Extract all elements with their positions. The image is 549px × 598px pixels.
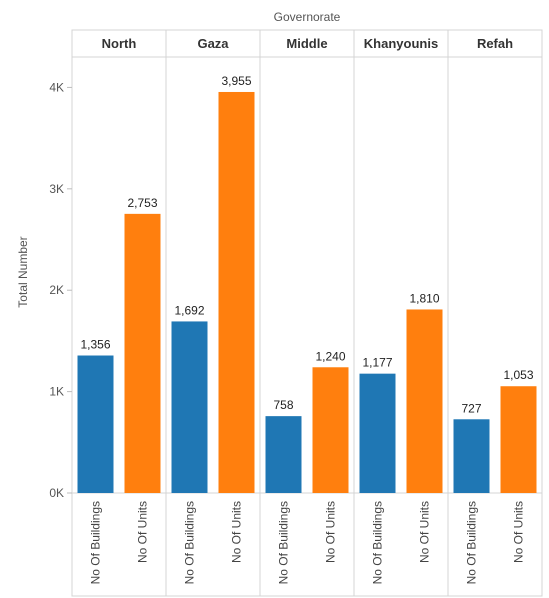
data-label: 1,240	[315, 349, 345, 363]
bar	[265, 416, 302, 493]
y-tick-label: 0K	[49, 486, 64, 500]
panel-refah: Refah 727 No Of Buildings 1,053 No Of Units	[447, 30, 537, 596]
y-tick-label: 1K	[49, 385, 64, 399]
y-tick-label: 3K	[49, 182, 64, 196]
x-category-label: No Of Units	[512, 501, 526, 563]
panel-header: Gaza	[197, 36, 229, 51]
bar	[171, 321, 208, 493]
x-category-label: No Of Buildings	[277, 501, 291, 584]
x-category-label: No Of Units	[324, 501, 338, 563]
x-category-label: No Of Buildings	[371, 501, 385, 584]
data-label: 1,356	[80, 338, 110, 352]
y-axis: 0K 1K 2K 3K 4K	[49, 80, 72, 500]
bar	[453, 419, 490, 493]
bar	[312, 367, 349, 493]
x-category-label: No Of Buildings	[465, 501, 479, 584]
data-label: 1,053	[503, 368, 533, 382]
x-category-label: No Of Units	[136, 501, 150, 563]
panels: North 1,356 No Of Buildings 2,753 No Of Unit…	[77, 30, 537, 596]
panel-header: Khanyounis	[364, 36, 438, 51]
panel-header: Middle	[286, 36, 327, 51]
bar	[77, 355, 114, 493]
data-label: 3,955	[221, 74, 251, 88]
data-label: 1,810	[409, 291, 439, 305]
panel-gaza: Gaza 1,692 No Of Buildings 3,955 No Of Units	[165, 30, 255, 596]
bar	[124, 213, 161, 493]
panel-khanyounis: Khanyounis 1,177 No Of Buildings 1,810 No Of…	[353, 30, 443, 596]
bar	[218, 91, 255, 494]
data-label: 758	[273, 398, 293, 412]
x-category-label: No Of Units	[418, 501, 432, 563]
panel-north: North 1,356 No Of Buildings 2,753 No Of Unit…	[77, 36, 161, 584]
panel-header: North	[102, 36, 137, 51]
y-tick-label: 4K	[49, 80, 64, 94]
column-header: Governorate	[274, 10, 341, 24]
panel-header: Refah	[477, 36, 513, 51]
x-category-label: No Of Units	[230, 501, 244, 563]
data-label: 1,692	[174, 303, 204, 317]
x-category-label: No Of Buildings	[183, 501, 197, 584]
bar	[500, 386, 537, 493]
data-label: 2,753	[127, 196, 157, 210]
plot-border	[71, 29, 543, 597]
y-tick-label: 2K	[49, 283, 64, 297]
panel-middle: Middle 758 No Of Buildings 1,240 No Of Units	[259, 30, 349, 596]
bar	[406, 309, 443, 493]
y-axis-label: Total Number	[16, 236, 30, 307]
bar	[359, 373, 396, 493]
data-label: 727	[461, 401, 481, 415]
data-label: 1,177	[362, 356, 392, 370]
x-category-label: No Of Buildings	[89, 501, 103, 584]
